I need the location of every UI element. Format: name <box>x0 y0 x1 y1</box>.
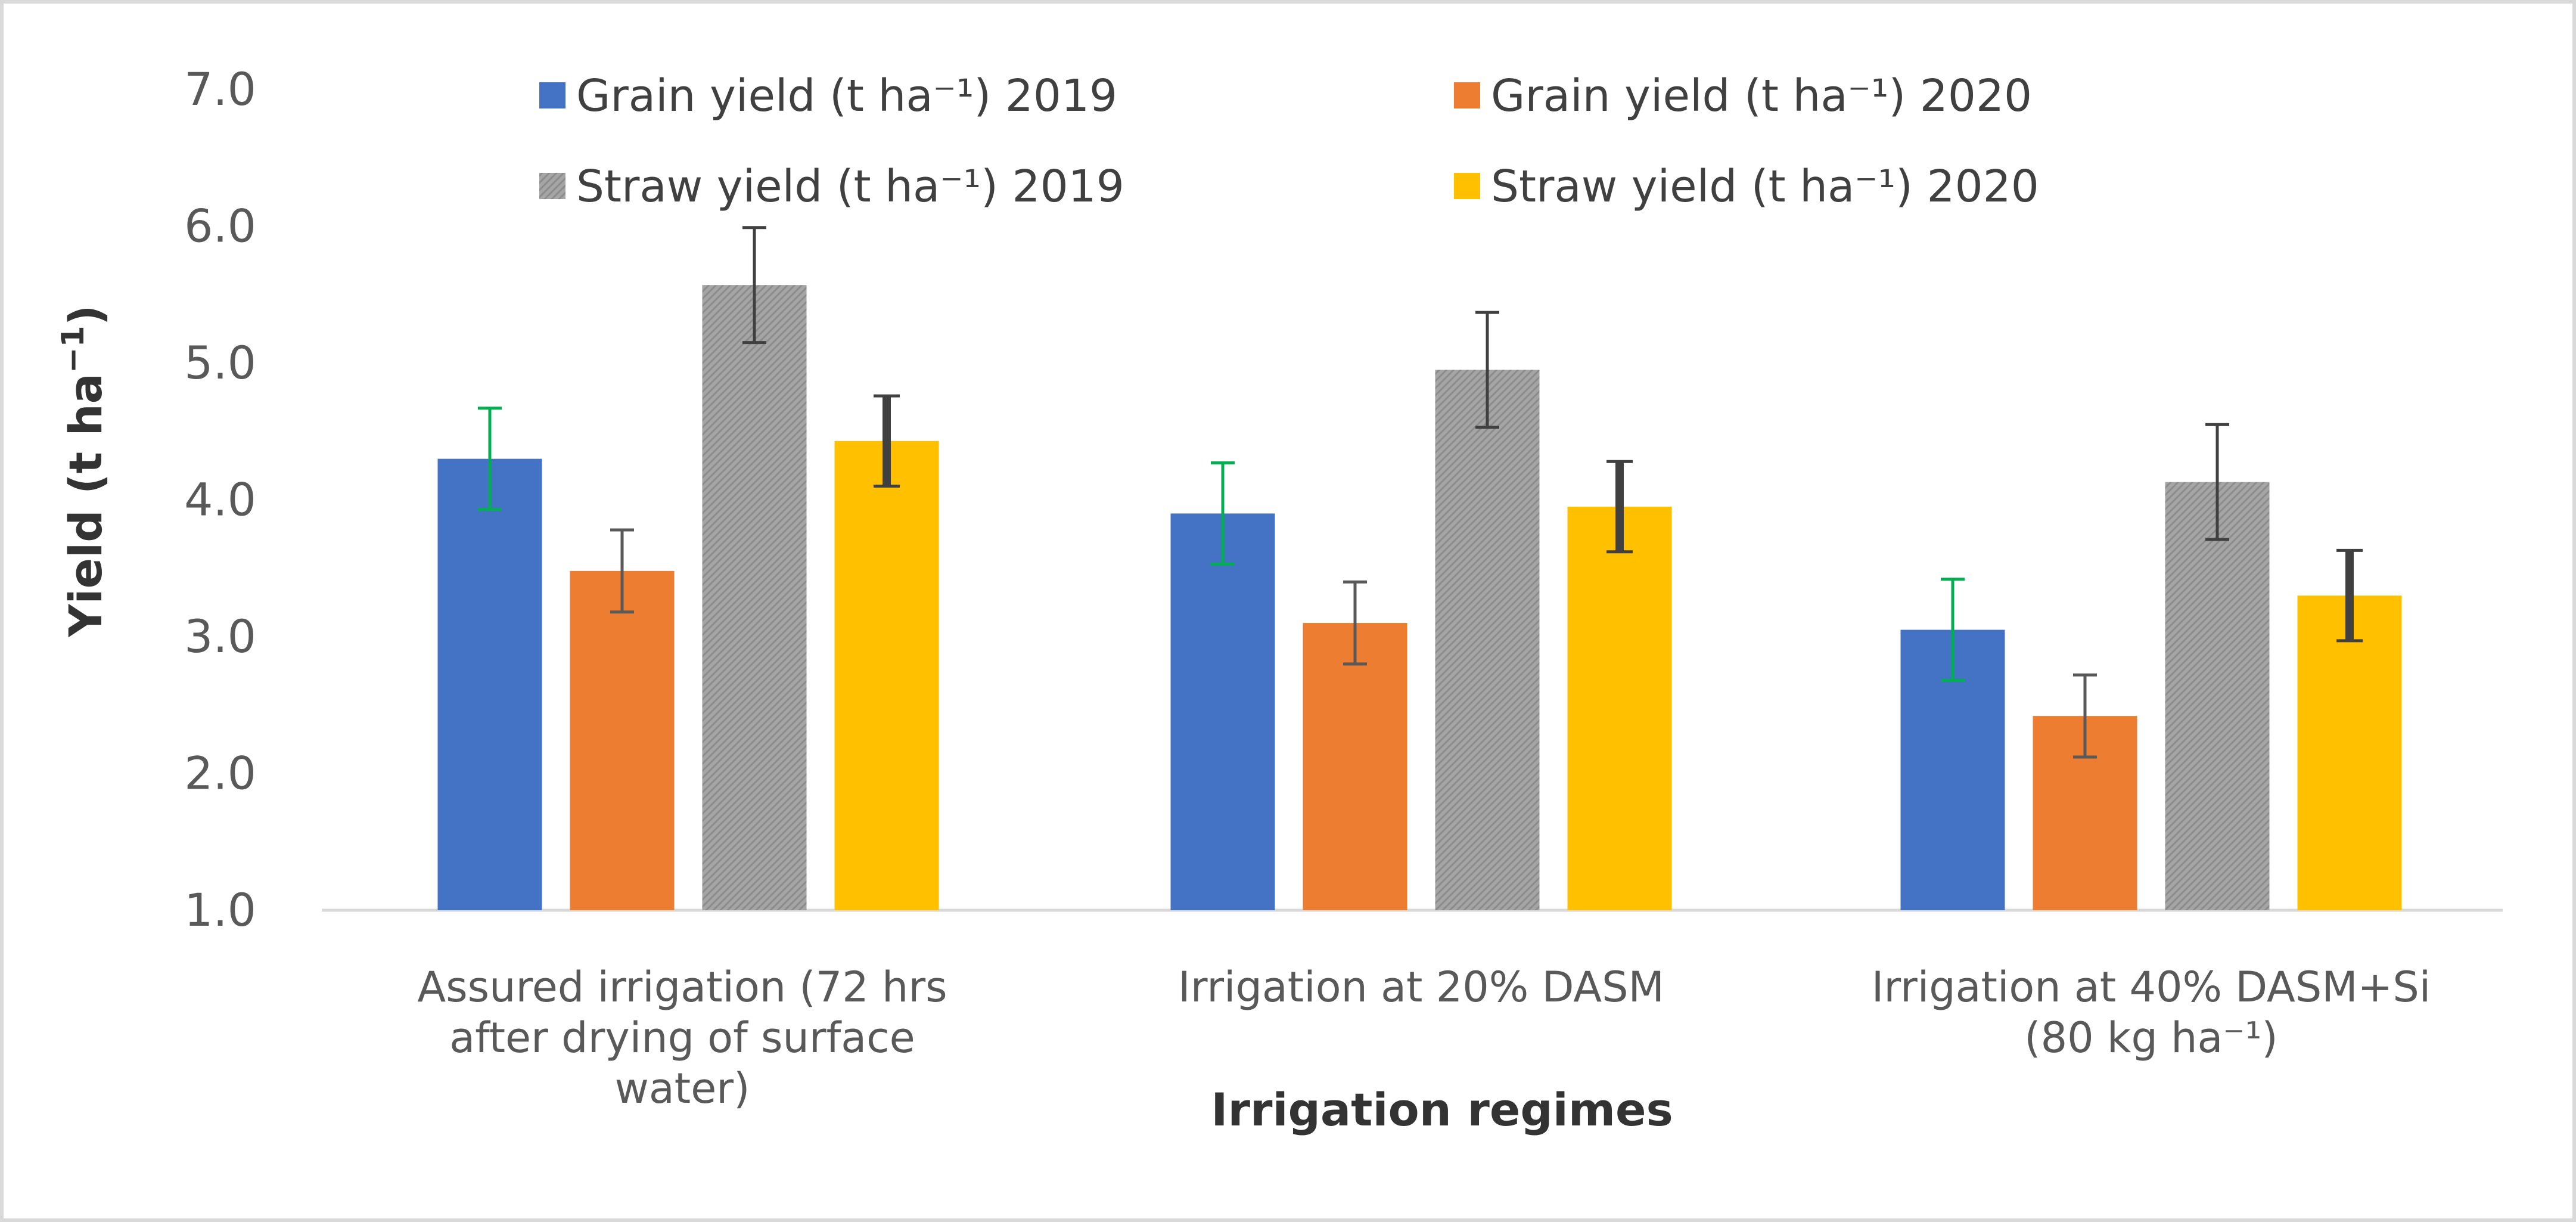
legend-label: Straw yield (t ha⁻¹) 2019 <box>576 161 1124 212</box>
bar <box>2165 482 2270 910</box>
y-tick-label: 4.0 <box>184 473 256 526</box>
legend-swatch <box>539 82 565 108</box>
category-label: Assured irrigation (72 hrs <box>417 963 947 1012</box>
bars <box>437 285 2402 910</box>
bar <box>2297 596 2402 910</box>
bar <box>570 570 675 910</box>
legend-label: Grain yield (t ha⁻¹) 2019 <box>576 70 1117 122</box>
bar <box>834 441 939 910</box>
y-tick-label: 2.0 <box>184 747 256 800</box>
x-axis-title: Irrigation regimes <box>1211 1083 1673 1136</box>
bar <box>1567 506 1672 910</box>
y-axis-title: Yield (t ha−1) <box>55 305 112 638</box>
y-axis-ticks: 1.0 2.0 3.0 4.0 5.0 6.0 7.0 <box>184 63 256 936</box>
bar <box>1303 623 1407 910</box>
y-axis-title-end: ) <box>59 305 112 326</box>
legend-swatch <box>1454 82 1480 108</box>
error-bars <box>478 226 2363 759</box>
category-label: Irrigation at 40% DASM+Si <box>1872 963 2431 1012</box>
legend: Grain yield (t ha⁻¹) 2019 Grain yield (t … <box>539 70 2039 212</box>
y-axis-title-group: Yield (t ha−1) <box>55 305 112 638</box>
y-tick-label: 3.0 <box>184 610 256 663</box>
bar <box>702 285 807 910</box>
bar <box>437 458 542 910</box>
y-tick-label: 1.0 <box>184 883 256 936</box>
legend-label: Straw yield (t ha⁻¹) 2020 <box>1491 161 2039 212</box>
legend-swatch <box>1454 173 1480 199</box>
category-label: (80 kg ha⁻¹) <box>2024 1013 2277 1062</box>
y-tick-label: 7.0 <box>184 63 256 116</box>
category-label: after drying of surface <box>449 1013 915 1062</box>
bar <box>1170 513 1275 910</box>
category-label: Irrigation at 20% DASM <box>1178 963 1664 1012</box>
y-tick-label: 6.0 <box>184 200 256 253</box>
y-axis-title-sup: −1 <box>55 325 91 373</box>
bar <box>1435 370 1540 910</box>
y-tick-label: 5.0 <box>184 336 256 389</box>
y-axis-title-main: Yield (t ha <box>59 373 112 637</box>
category-label: water) <box>615 1064 750 1113</box>
legend-label: Grain yield (t ha⁻¹) 2020 <box>1491 70 2032 122</box>
legend-swatch <box>539 173 565 199</box>
